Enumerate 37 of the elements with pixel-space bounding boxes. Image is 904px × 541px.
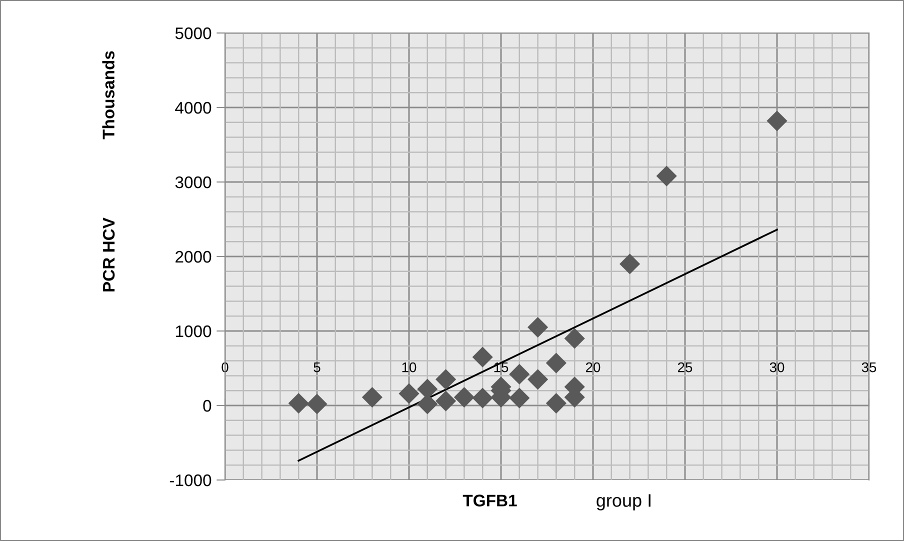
y-tick-label: 1000 [176,325,212,338]
point [362,387,382,408]
point [528,369,548,390]
x-tick-label: 5 [314,362,320,372]
x-tick-label: 15 [494,362,508,372]
x-tick-label: 25 [678,362,692,372]
point [472,388,493,408]
y-tick-label: 2000 [176,250,212,263]
point [509,364,530,385]
x-tick-label: 10 [402,362,416,372]
y-axis-title: PCR HCV [102,218,115,292]
y-tick-label: 0 [203,400,212,412]
x-tick-label: 30 [770,362,784,372]
x-tick-label: 20 [586,362,600,372]
y-tick-label: -1000 [170,474,212,486]
point [766,110,788,132]
point [546,352,566,374]
point [472,346,493,368]
point [620,254,640,274]
point [564,328,585,349]
x-axis-title: TGFB1 [462,494,517,506]
y2-axis-title: Thousands [102,51,114,140]
point [546,392,566,414]
point [436,369,456,390]
point [436,390,456,412]
text: group I [596,494,650,510]
point [509,388,530,408]
y-tick-label: 5000 [175,27,212,40]
y-tick-label: 4000 [175,102,212,114]
x-tick-label: 35 [862,362,876,372]
point [656,166,677,186]
point [528,316,548,338]
point [306,394,328,414]
point [288,392,309,414]
point [398,383,420,404]
point [454,387,474,408]
y-tick-label: 3000 [175,176,212,188]
